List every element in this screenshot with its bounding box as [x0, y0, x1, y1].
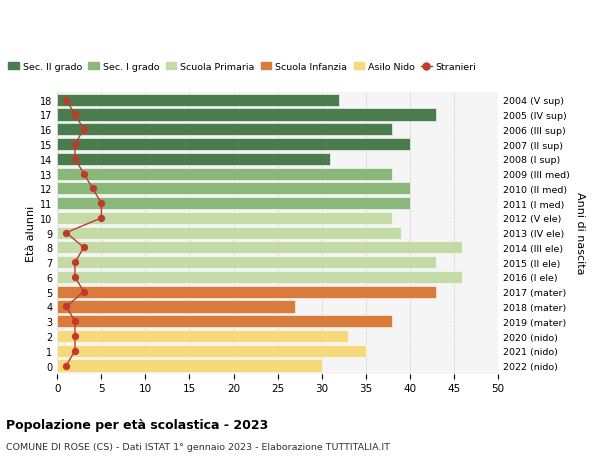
Bar [58, 198, 410, 210]
Point [79, 244, 89, 252]
Bar [58, 213, 392, 224]
Point [79, 288, 89, 296]
Bar [58, 315, 392, 328]
Point [70, 156, 80, 163]
Point [97, 215, 106, 222]
Point [70, 347, 80, 355]
Y-axis label: Età alunni: Età alunni [26, 205, 36, 261]
Bar [58, 153, 331, 166]
Bar [58, 345, 365, 357]
Point [61, 230, 71, 237]
Point [70, 259, 80, 266]
Bar [58, 227, 401, 239]
Bar [58, 301, 295, 313]
Bar [58, 109, 436, 121]
Bar [58, 95, 339, 106]
Point [70, 112, 80, 119]
Bar [58, 183, 410, 195]
Point [79, 170, 89, 178]
Point [70, 274, 80, 281]
Point [61, 362, 71, 369]
Point [79, 126, 89, 134]
Point [61, 303, 71, 310]
Text: Popolazione per età scolastica - 2023: Popolazione per età scolastica - 2023 [6, 418, 268, 431]
Y-axis label: Anni di nascita: Anni di nascita [575, 192, 585, 274]
Point [70, 333, 80, 340]
Point [70, 141, 80, 148]
Bar [58, 360, 322, 372]
Bar [58, 124, 392, 136]
Bar [58, 168, 392, 180]
Bar [58, 139, 410, 151]
Text: COMUNE DI ROSE (CS) - Dati ISTAT 1° gennaio 2023 - Elaborazione TUTTITALIA.IT: COMUNE DI ROSE (CS) - Dati ISTAT 1° genn… [6, 442, 390, 451]
Point [97, 200, 106, 207]
Legend: Sec. II grado, Sec. I grado, Scuola Primaria, Scuola Infanzia, Asilo Nido, Stran: Sec. II grado, Sec. I grado, Scuola Prim… [5, 59, 480, 76]
Point [70, 318, 80, 325]
Bar [58, 242, 463, 254]
Point [88, 185, 97, 193]
Bar [58, 330, 348, 342]
Bar [58, 257, 436, 269]
Point [61, 97, 71, 104]
Bar [58, 286, 436, 298]
Bar [58, 271, 463, 283]
